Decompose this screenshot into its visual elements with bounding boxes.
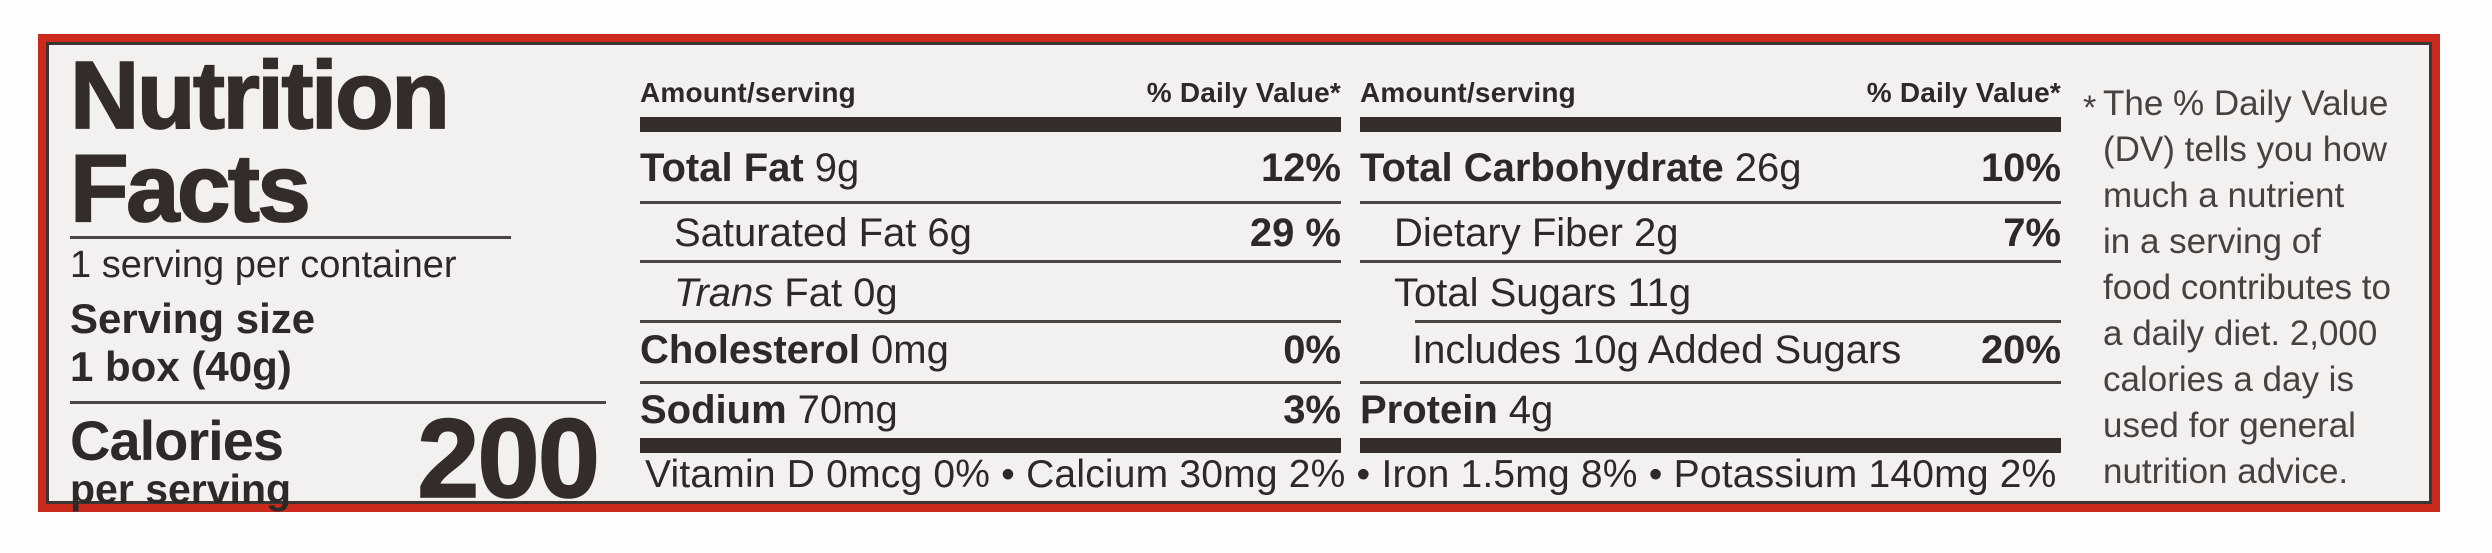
row-dietary-fiber: Dietary Fiber 2g 7%: [1360, 207, 2061, 259]
nutrient-amount: 2g: [1633, 210, 1679, 255]
nutrient-name: Dietary Fiber: [1394, 210, 1623, 255]
row-total-carbohydrate: Total Carbohydrate 26g 10%: [1360, 142, 2061, 194]
nutrient-amount: 4g: [1508, 387, 1554, 432]
row-divider: [640, 320, 1341, 323]
nutrient-name: Saturated Fat: [674, 210, 917, 255]
nutrient-dv: 10%: [1980, 145, 2061, 190]
nutrient-dv: 12%: [1260, 145, 1341, 190]
nutrient-name: Cholesterol: [640, 327, 861, 372]
nutrition-facts-label: Nutrition Facts 1 serving per container …: [38, 34, 2440, 516]
label-content: Nutrition Facts 1 serving per container …: [57, 47, 2437, 516]
serving-size-value: 1 box (40g): [70, 343, 292, 390]
row-protein: Protein 4g: [1360, 384, 2061, 436]
row-cholesterol: Cholesterol 0mg 0%: [640, 324, 1341, 376]
row-added-sugars: Includes 10g Added Sugars 20%: [1360, 324, 2061, 376]
title-divider: [70, 236, 511, 239]
nutrient-dv: 20%: [1980, 327, 2061, 372]
nutrition-facts-title-line2: Facts: [69, 135, 312, 242]
nutrient-amount: 26g: [1734, 145, 1802, 190]
column-2-header: Amount/serving % Daily Value*: [1360, 73, 2061, 113]
row-divider: [1360, 201, 2061, 204]
thick-rule: [1360, 438, 2061, 453]
row-divider: [1360, 381, 2061, 384]
calories-sublabel: per serving: [70, 466, 292, 512]
left-panel: Nutrition Facts 1 serving per container …: [69, 47, 630, 515]
serving-size-label: Serving size: [70, 295, 316, 342]
nutrient-column-1: Amount/serving % Daily Value* Total Fat …: [640, 53, 1341, 509]
nutrient-name: Total Fat: [640, 145, 804, 190]
nutrient-dv: 29 %: [1249, 210, 1341, 255]
nutrient-name-italic: Trans: [674, 270, 774, 315]
nutrient-amount: 9g: [814, 145, 860, 190]
thick-rule: [1360, 117, 2061, 132]
row-saturated-fat: Saturated Fat 6g 29 %: [640, 207, 1341, 259]
row-total-fat: Total Fat 9g 12%: [640, 142, 1341, 194]
daily-value-header: % Daily Value*: [1866, 77, 2061, 108]
nutrient-name: Protein: [1360, 387, 1498, 432]
label-inner-frame: [46, 42, 2432, 504]
footnote-text: The % Daily Value (DV) tells you how muc…: [2103, 84, 2391, 491]
row-divider: [1360, 260, 2061, 263]
thick-rule: [640, 117, 1341, 132]
row-divider: [640, 260, 1341, 263]
thick-rule: [640, 438, 1341, 453]
nutrient-name: Total Carbohydrate: [1360, 145, 1724, 190]
nutrient-dv: 3%: [1283, 387, 1341, 432]
column-1-header: Amount/serving % Daily Value*: [640, 73, 1341, 113]
row-divider: [640, 201, 1341, 204]
nutrient-name: Total Sugars: [1394, 270, 1617, 315]
nutrient-dv: 7%: [2003, 210, 2061, 255]
nutrient-amount: 0mg: [871, 327, 949, 372]
nutrient-name: Fat: [784, 270, 843, 315]
nutrient-dv: 0%: [1283, 327, 1341, 372]
calories-value: 200: [416, 396, 600, 521]
row-divider-indented: [1415, 320, 2061, 323]
nutrient-amount: 6g: [927, 210, 972, 255]
nutrient-amount: 11g: [1627, 270, 1692, 315]
footnote-asterisk: *: [2083, 89, 2097, 127]
nutrient-name: Includes 10g Added Sugars: [1412, 327, 1902, 372]
nutrient-amount: 0g: [853, 270, 898, 315]
nutrient-amount: 70mg: [797, 387, 898, 432]
nutrition-facts-title-line1: Nutrition: [69, 42, 451, 149]
calories-label: Calories: [70, 409, 284, 472]
daily-value-header: % Daily Value*: [1146, 77, 1341, 108]
amount-serving-header: Amount/serving: [1360, 77, 1576, 108]
servings-per-container: 1 serving per container: [70, 244, 457, 286]
nutrient-name: Sodium: [640, 387, 787, 432]
row-trans-fat: Trans Fat 0g: [640, 267, 1341, 319]
amount-serving-header: Amount/serving: [640, 77, 856, 108]
row-total-sugars: Total Sugars 11g: [1360, 267, 2061, 319]
micronutrients-line: Vitamin D 0mcg 0% • Calcium 30mg 2% • Ir…: [645, 453, 2057, 496]
row-sodium: Sodium 70mg 3%: [640, 384, 1341, 436]
row-divider: [640, 381, 1341, 384]
nutrient-column-2: Amount/serving % Daily Value* Total Carb…: [1360, 53, 2061, 509]
calories-divider: [70, 401, 606, 404]
